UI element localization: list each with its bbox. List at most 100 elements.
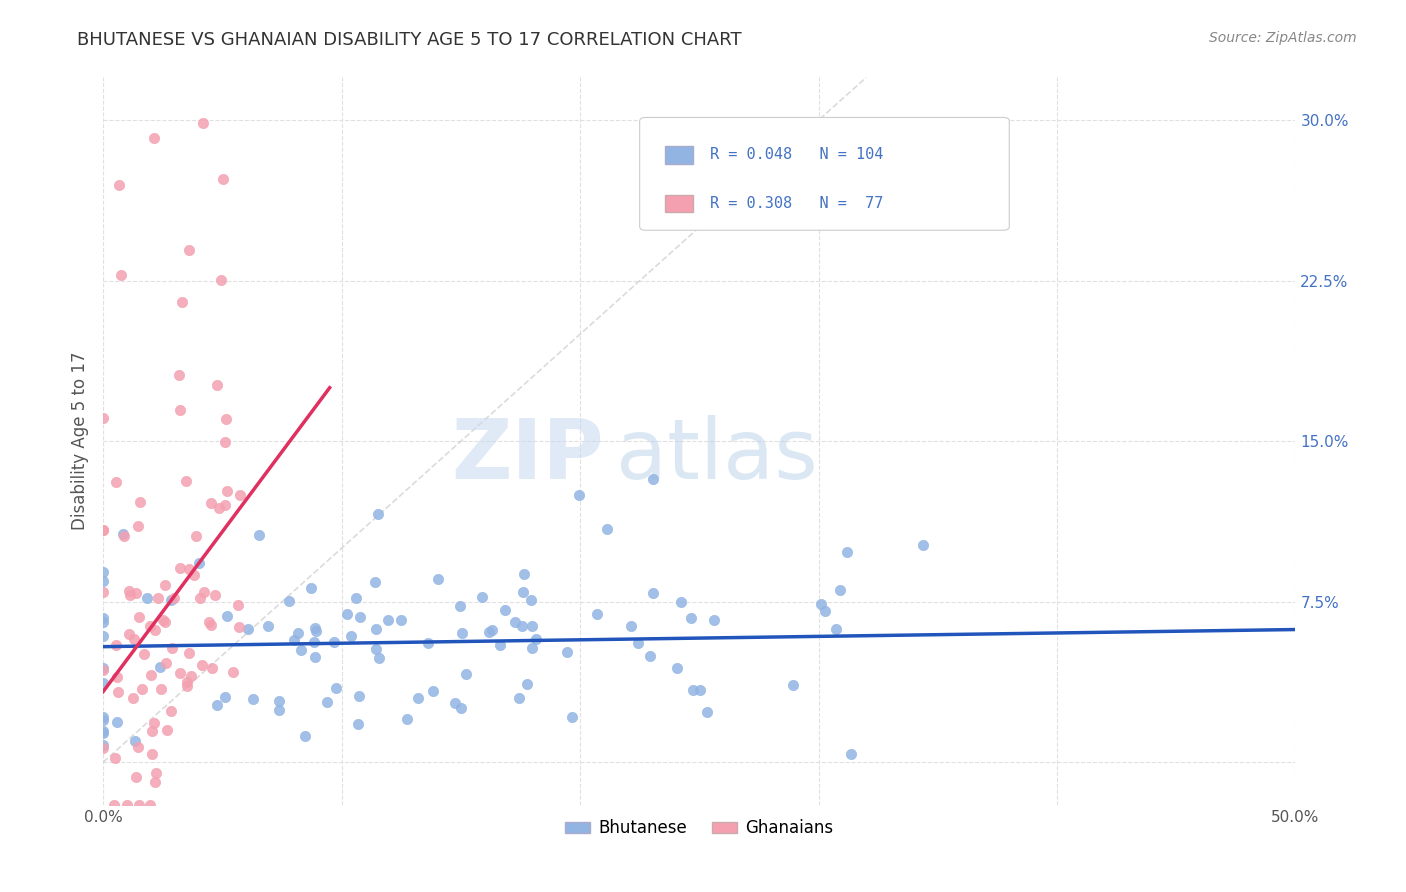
Point bbox=[283, 632, 305, 647]
Point bbox=[135, 591, 157, 606]
Point bbox=[179, 243, 201, 257]
Point bbox=[153, 578, 176, 592]
Point bbox=[172, 294, 194, 309]
Point bbox=[302, 635, 325, 649]
Point bbox=[104, 750, 127, 764]
Point bbox=[127, 739, 149, 754]
Point bbox=[242, 692, 264, 706]
Point bbox=[124, 733, 146, 747]
Point bbox=[163, 591, 186, 605]
Point bbox=[449, 599, 471, 614]
Point bbox=[682, 683, 704, 698]
Point bbox=[201, 661, 224, 675]
Point bbox=[91, 411, 114, 425]
Point bbox=[215, 608, 238, 623]
Point bbox=[91, 523, 114, 537]
Point bbox=[183, 568, 205, 582]
Point bbox=[91, 675, 114, 690]
Point bbox=[294, 730, 316, 744]
Point bbox=[814, 604, 837, 618]
Point bbox=[304, 621, 326, 635]
Point bbox=[830, 582, 852, 597]
Point bbox=[315, 695, 337, 709]
Point bbox=[229, 487, 252, 501]
Point bbox=[134, 647, 156, 661]
Point bbox=[153, 615, 176, 629]
Point bbox=[105, 670, 128, 684]
Point bbox=[162, 640, 184, 655]
Point bbox=[586, 607, 609, 621]
Point bbox=[112, 528, 135, 542]
Point bbox=[454, 666, 477, 681]
Point bbox=[347, 717, 370, 731]
Point bbox=[336, 607, 359, 622]
Point bbox=[139, 619, 162, 633]
Point bbox=[191, 658, 214, 673]
Point bbox=[143, 775, 166, 789]
Point bbox=[125, 770, 148, 784]
Point bbox=[555, 645, 578, 659]
Point bbox=[364, 623, 387, 637]
Point bbox=[516, 676, 538, 690]
Point bbox=[520, 640, 543, 655]
Point bbox=[236, 622, 259, 636]
Point bbox=[344, 591, 367, 605]
Point bbox=[256, 619, 278, 633]
Point bbox=[782, 678, 804, 692]
Point bbox=[107, 685, 129, 699]
Point bbox=[228, 620, 250, 634]
Point bbox=[638, 649, 661, 664]
Text: Source: ZipAtlas.com: Source: ZipAtlas.com bbox=[1209, 31, 1357, 45]
Point bbox=[325, 681, 347, 695]
Point bbox=[471, 590, 494, 604]
Point bbox=[427, 572, 450, 586]
Point bbox=[118, 588, 141, 602]
Point bbox=[249, 527, 271, 541]
Y-axis label: Disability Age 5 to 17: Disability Age 5 to 17 bbox=[72, 352, 89, 531]
Point bbox=[911, 538, 934, 552]
Point bbox=[129, 495, 152, 509]
Point bbox=[395, 711, 418, 725]
Point bbox=[222, 665, 245, 680]
Point bbox=[121, 691, 143, 706]
Point bbox=[205, 698, 228, 712]
Point bbox=[118, 584, 141, 599]
Point bbox=[131, 682, 153, 697]
Point bbox=[290, 643, 312, 657]
Point bbox=[141, 723, 163, 738]
Point bbox=[91, 629, 114, 643]
Point bbox=[169, 402, 191, 417]
Point bbox=[620, 619, 643, 633]
Point bbox=[188, 591, 211, 605]
Point bbox=[451, 626, 474, 640]
Point bbox=[128, 610, 150, 624]
Point bbox=[141, 747, 163, 761]
Point bbox=[159, 704, 181, 718]
Point bbox=[122, 632, 145, 646]
Point bbox=[108, 178, 131, 193]
Point bbox=[187, 556, 209, 570]
Point bbox=[364, 642, 387, 657]
Point bbox=[167, 368, 190, 383]
Point bbox=[105, 714, 128, 729]
Point bbox=[209, 273, 232, 287]
Point bbox=[512, 584, 534, 599]
Point bbox=[703, 613, 725, 627]
Point bbox=[91, 724, 114, 739]
Point bbox=[200, 618, 222, 632]
Point bbox=[666, 661, 689, 675]
Point bbox=[149, 682, 172, 697]
Point bbox=[513, 566, 536, 581]
Point bbox=[207, 500, 229, 515]
Point bbox=[214, 411, 236, 425]
Point bbox=[305, 624, 328, 638]
Point bbox=[214, 435, 236, 450]
Text: atlas: atlas bbox=[616, 416, 817, 496]
Point bbox=[143, 623, 166, 637]
Point bbox=[422, 684, 444, 698]
Point bbox=[91, 523, 114, 537]
Point bbox=[91, 574, 114, 589]
Point bbox=[524, 632, 547, 646]
Point bbox=[443, 696, 465, 710]
Point bbox=[269, 703, 291, 717]
